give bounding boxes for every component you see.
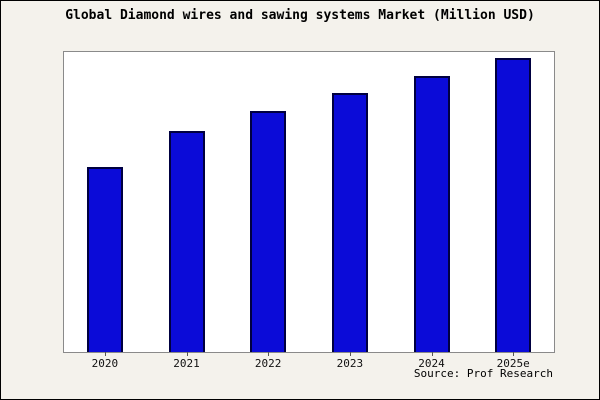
bar-2023 [331,93,368,352]
bar-2024 [413,75,450,352]
x-axis-tick-2024 [431,352,433,356]
x-axis-tick-2025e [513,352,515,356]
bar-2025e [495,57,532,352]
x-axis-tick-2021 [186,352,188,356]
x-axis-tick-2023 [349,352,351,356]
x-axis-ticks [64,352,554,357]
x-axis-tick-2020 [104,352,106,356]
bar-2022 [250,110,287,352]
x-tick-label-2020: 2020 [91,357,119,370]
x-tick-label-2022: 2022 [254,357,282,370]
bar-2020 [86,166,123,352]
x-axis-tick-2022 [268,352,270,356]
x-tick-label-2021: 2021 [173,357,200,370]
source-text: Source: Prof Research [413,367,553,380]
x-tick-label-2024: 2024 [418,357,445,370]
plot-area [63,51,555,353]
x-axis-labels: 2020 2021 2022 2023 2024 2025e [64,357,554,372]
x-tick-label-2023: 2023 [336,357,364,370]
x-tick-label-2025e: 2025e [496,357,530,370]
chart-title: Global Diamond wires and sawing systems … [65,8,535,23]
bar-2021 [168,131,205,352]
